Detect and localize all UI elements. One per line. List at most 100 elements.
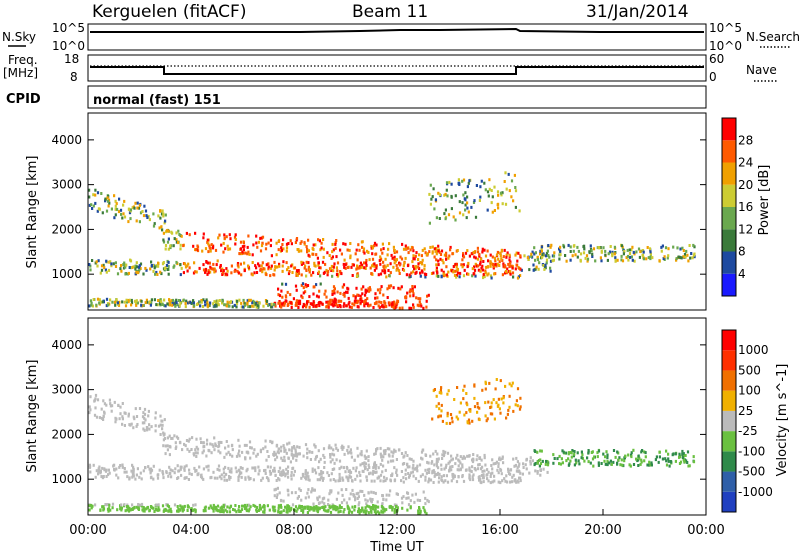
scatter-cell bbox=[467, 418, 471, 422]
scatter-cell bbox=[295, 274, 298, 277]
scatter-cell bbox=[267, 267, 270, 271]
scatter-cell bbox=[319, 266, 322, 270]
scatter-cell bbox=[215, 508, 219, 512]
scatter-cell bbox=[693, 255, 696, 259]
scatter-cell bbox=[222, 269, 225, 273]
scatter-cell bbox=[284, 505, 287, 509]
scatter-cell bbox=[686, 461, 689, 464]
scatter-cell bbox=[438, 476, 441, 480]
scatter-cell bbox=[499, 481, 502, 485]
scatter-cell bbox=[128, 423, 131, 427]
scatter-cell bbox=[403, 261, 406, 265]
scatter-cell bbox=[96, 191, 100, 195]
scatter-cell bbox=[375, 243, 378, 247]
scatter-cell bbox=[416, 303, 419, 307]
scatter-cell bbox=[526, 256, 529, 260]
scatter-cell bbox=[614, 258, 617, 262]
scatter-cell bbox=[393, 303, 396, 307]
scatter-cell bbox=[121, 415, 124, 419]
scatter-cell bbox=[142, 411, 145, 415]
scatter-cell bbox=[449, 413, 453, 416]
scatter-cell bbox=[444, 273, 447, 277]
scatter-cell bbox=[292, 456, 295, 460]
scatter-cell bbox=[304, 469, 307, 473]
scatter-cell bbox=[122, 212, 125, 216]
scatter-cell bbox=[383, 509, 386, 513]
scatter-cell bbox=[689, 256, 692, 260]
scatter-cell bbox=[612, 460, 615, 464]
scatter-cell bbox=[462, 397, 465, 401]
scatter-cell bbox=[228, 470, 232, 474]
scatter-cell bbox=[398, 261, 401, 265]
scatter-cell bbox=[395, 258, 398, 262]
scatter-cell bbox=[274, 474, 277, 477]
scatter-cell bbox=[314, 304, 317, 308]
scatter-cell bbox=[207, 303, 210, 307]
scatter-cell bbox=[105, 297, 109, 301]
scatter-cell bbox=[221, 505, 224, 509]
scatter-cell bbox=[222, 505, 225, 509]
scatter-cell bbox=[159, 423, 162, 427]
scatter-cell bbox=[317, 466, 320, 470]
scatter-cell bbox=[370, 272, 373, 276]
scatter-cell bbox=[412, 463, 415, 467]
scatter-cell bbox=[228, 477, 231, 481]
scatter-cell bbox=[174, 447, 177, 450]
scatter-cell bbox=[115, 298, 118, 302]
scatter-cell bbox=[363, 454, 366, 458]
scatter-cell bbox=[469, 478, 472, 482]
scatter-cell bbox=[373, 244, 376, 248]
scatter-cell bbox=[553, 457, 556, 460]
scatter-cell bbox=[488, 178, 491, 182]
scatter-cell bbox=[287, 507, 291, 510]
scatter-cell bbox=[289, 460, 292, 464]
scatter-cell bbox=[446, 414, 449, 418]
scatter-cell bbox=[177, 299, 180, 302]
scatter-cell bbox=[274, 453, 277, 456]
scatter-cell bbox=[490, 201, 493, 205]
scatter-cell bbox=[341, 285, 344, 289]
scatter-cell bbox=[468, 179, 471, 183]
scatter-cell bbox=[184, 302, 187, 305]
scatter-cell bbox=[187, 262, 190, 266]
scatter-cell bbox=[495, 378, 498, 381]
scatter-cell bbox=[424, 275, 427, 279]
scatter-cell bbox=[233, 269, 236, 273]
scatter-cell bbox=[143, 428, 146, 432]
scatter-cell bbox=[431, 251, 434, 255]
scatter-cell bbox=[233, 303, 236, 307]
scatter-cell bbox=[416, 464, 419, 468]
scatter-cell bbox=[228, 247, 232, 251]
scatter-cell bbox=[393, 448, 396, 452]
scatter-cell bbox=[319, 248, 322, 252]
scatter-cell bbox=[552, 453, 555, 457]
scatter-cell bbox=[334, 505, 337, 509]
scatter-cell bbox=[462, 213, 465, 217]
scatter-cell bbox=[525, 458, 528, 462]
scatter-cell bbox=[113, 300, 117, 304]
scatter-cell bbox=[259, 236, 262, 240]
scatter-cell bbox=[549, 269, 552, 273]
scatter-cell bbox=[164, 507, 167, 511]
scatter-cell bbox=[123, 467, 126, 470]
scatter-cell bbox=[495, 460, 498, 464]
scatter-cell bbox=[346, 504, 349, 508]
scatter-cell bbox=[344, 242, 347, 246]
scatter-cell bbox=[424, 475, 427, 479]
scatter-cell bbox=[246, 252, 249, 256]
scatter-cell bbox=[558, 462, 561, 466]
scatter-cell bbox=[138, 203, 141, 207]
scatter-cell bbox=[338, 472, 341, 476]
scatter-cell bbox=[302, 286, 305, 290]
scatter-cell bbox=[608, 250, 612, 254]
scatter-cell bbox=[354, 496, 357, 500]
scatter-cell bbox=[426, 498, 429, 502]
scatter-cell bbox=[385, 498, 388, 502]
scatter-cell bbox=[456, 249, 459, 252]
scatter-cell bbox=[192, 301, 195, 305]
scatter-cell bbox=[437, 263, 440, 267]
scatter-cell bbox=[97, 472, 100, 476]
scatter-cell bbox=[569, 250, 572, 253]
scatter-cell bbox=[419, 474, 422, 478]
scatter-cell bbox=[128, 507, 131, 511]
